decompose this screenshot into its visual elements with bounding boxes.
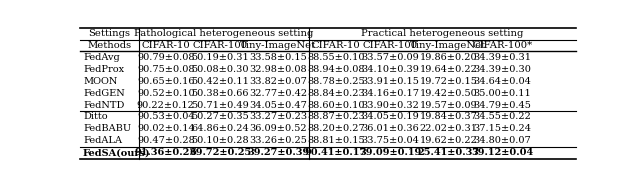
Text: FedNTD: FedNTD (83, 100, 124, 110)
Text: CIFAR-10: CIFAR-10 (141, 41, 190, 50)
Text: MOON: MOON (83, 77, 117, 86)
Text: FedProx: FedProx (83, 65, 124, 74)
Text: 39.27±0.39: 39.27±0.39 (247, 148, 309, 157)
Text: 33.27±0.23: 33.27±0.23 (249, 112, 307, 122)
Text: 69.72±0.25: 69.72±0.25 (189, 148, 252, 157)
Text: 34.05±0.19: 34.05±0.19 (362, 112, 419, 122)
Text: 34.10±0.39: 34.10±0.39 (362, 65, 419, 74)
Text: 88.20±0.27: 88.20±0.27 (307, 124, 365, 133)
Text: 50.08±0.30: 50.08±0.30 (191, 65, 249, 74)
Text: 36.09±0.52: 36.09±0.52 (250, 124, 307, 133)
Text: Methods: Methods (87, 41, 131, 50)
Text: Settings: Settings (88, 29, 131, 38)
Text: 32.77±0.42: 32.77±0.42 (249, 89, 307, 98)
Text: 90.22±0.12: 90.22±0.12 (137, 100, 195, 110)
Text: 88.84±0.23: 88.84±0.23 (307, 89, 365, 98)
Text: 50.71±0.49: 50.71±0.49 (191, 100, 249, 110)
Text: 34.39±0.31: 34.39±0.31 (474, 53, 532, 62)
Text: 88.87±0.23: 88.87±0.23 (307, 112, 365, 122)
Text: FedBABU: FedBABU (83, 124, 131, 133)
Text: 19.86±0.20: 19.86±0.20 (419, 53, 477, 62)
Text: 19.57±0.09: 19.57±0.09 (419, 100, 477, 110)
Text: 36.01±0.36: 36.01±0.36 (362, 124, 419, 133)
Text: 25.41±0.37: 25.41±0.37 (417, 148, 479, 157)
Text: 34.79±0.45: 34.79±0.45 (474, 100, 532, 110)
Text: FedALA: FedALA (83, 136, 122, 145)
Text: 34.05±0.47: 34.05±0.47 (249, 100, 307, 110)
Text: 88.78±0.25: 88.78±0.25 (307, 77, 365, 86)
Text: 33.26±0.25: 33.26±0.25 (249, 136, 307, 145)
Text: Tiny-ImageNet: Tiny-ImageNet (240, 41, 316, 50)
Text: 33.90±0.32: 33.90±0.32 (362, 100, 419, 110)
Text: 90.02±0.14: 90.02±0.14 (137, 124, 195, 133)
Text: CIFAR-10: CIFAR-10 (312, 41, 360, 50)
Text: 90.65±0.16: 90.65±0.16 (137, 77, 195, 86)
Text: 19.64±0.22: 19.64±0.22 (419, 65, 477, 74)
Text: 39.12±0.04: 39.12±0.04 (472, 148, 534, 157)
Text: 34.80±0.07: 34.80±0.07 (474, 136, 531, 145)
Text: 91.36±0.23: 91.36±0.23 (135, 148, 197, 157)
Text: 34.64±0.04: 34.64±0.04 (474, 77, 532, 86)
Text: Ditto: Ditto (83, 112, 108, 122)
Text: 19.84±0.37: 19.84±0.37 (419, 112, 477, 122)
Text: 37.15±0.24: 37.15±0.24 (474, 124, 532, 133)
Text: Practical heterogeneous setting: Practical heterogeneous setting (361, 29, 524, 38)
Text: 33.75±0.04: 33.75±0.04 (362, 136, 419, 145)
Text: 35.00±0.11: 35.00±0.11 (474, 89, 531, 98)
Text: 50.19±0.31: 50.19±0.31 (191, 53, 249, 62)
Text: 90.52±0.10: 90.52±0.10 (137, 89, 195, 98)
Text: FedAvg: FedAvg (83, 53, 120, 62)
Text: FedSA(ours): FedSA(ours) (83, 148, 150, 157)
Text: 90.79±0.08: 90.79±0.08 (137, 53, 195, 62)
Text: 22.02±0.31: 22.02±0.31 (419, 124, 477, 133)
Text: 88.81±0.15: 88.81±0.15 (307, 136, 365, 145)
Text: 19.72±0.15: 19.72±0.15 (419, 77, 477, 86)
Text: 90.75±0.08: 90.75±0.08 (137, 65, 195, 74)
Text: 34.16±0.17: 34.16±0.17 (362, 89, 419, 98)
Text: 19.42±0.50: 19.42±0.50 (419, 89, 477, 98)
Text: 50.38±0.66: 50.38±0.66 (191, 89, 249, 98)
Text: 88.94±0.08: 88.94±0.08 (307, 65, 365, 74)
Text: 90.47±0.28: 90.47±0.28 (137, 136, 195, 145)
Text: 88.60±0.10: 88.60±0.10 (307, 100, 365, 110)
Text: 90.41±0.17: 90.41±0.17 (305, 148, 367, 157)
Text: CIFAR-100: CIFAR-100 (363, 41, 418, 50)
Text: 50.27±0.35: 50.27±0.35 (191, 112, 249, 122)
Text: FedGEN: FedGEN (83, 89, 125, 98)
Text: Pathological heterogeneous setting: Pathological heterogeneous setting (134, 29, 313, 38)
Text: 34.39±0.30: 34.39±0.30 (474, 65, 532, 74)
Text: Tiny-ImageNet: Tiny-ImageNet (410, 41, 486, 50)
Text: CIFAR-100*: CIFAR-100* (472, 41, 532, 50)
Text: 33.57±0.09: 33.57±0.09 (362, 53, 419, 62)
Text: 50.42±0.11: 50.42±0.11 (191, 77, 250, 86)
Text: 90.53±0.04: 90.53±0.04 (137, 112, 195, 122)
Text: 50.10±0.28: 50.10±0.28 (191, 136, 249, 145)
Text: 32.98±0.08: 32.98±0.08 (250, 65, 307, 74)
Text: 33.91±0.15: 33.91±0.15 (362, 77, 419, 86)
Text: 33.82±0.07: 33.82±0.07 (249, 77, 307, 86)
Text: 33.58±0.15: 33.58±0.15 (249, 53, 307, 62)
Text: 34.55±0.22: 34.55±0.22 (474, 112, 532, 122)
Text: 19.62±0.22: 19.62±0.22 (419, 136, 477, 145)
Text: CIFAR-100: CIFAR-100 (193, 41, 248, 50)
Text: 64.86±0.24: 64.86±0.24 (191, 124, 249, 133)
Text: 88.55±0.10: 88.55±0.10 (307, 53, 365, 62)
Text: 39.09±0.19: 39.09±0.19 (360, 148, 422, 157)
